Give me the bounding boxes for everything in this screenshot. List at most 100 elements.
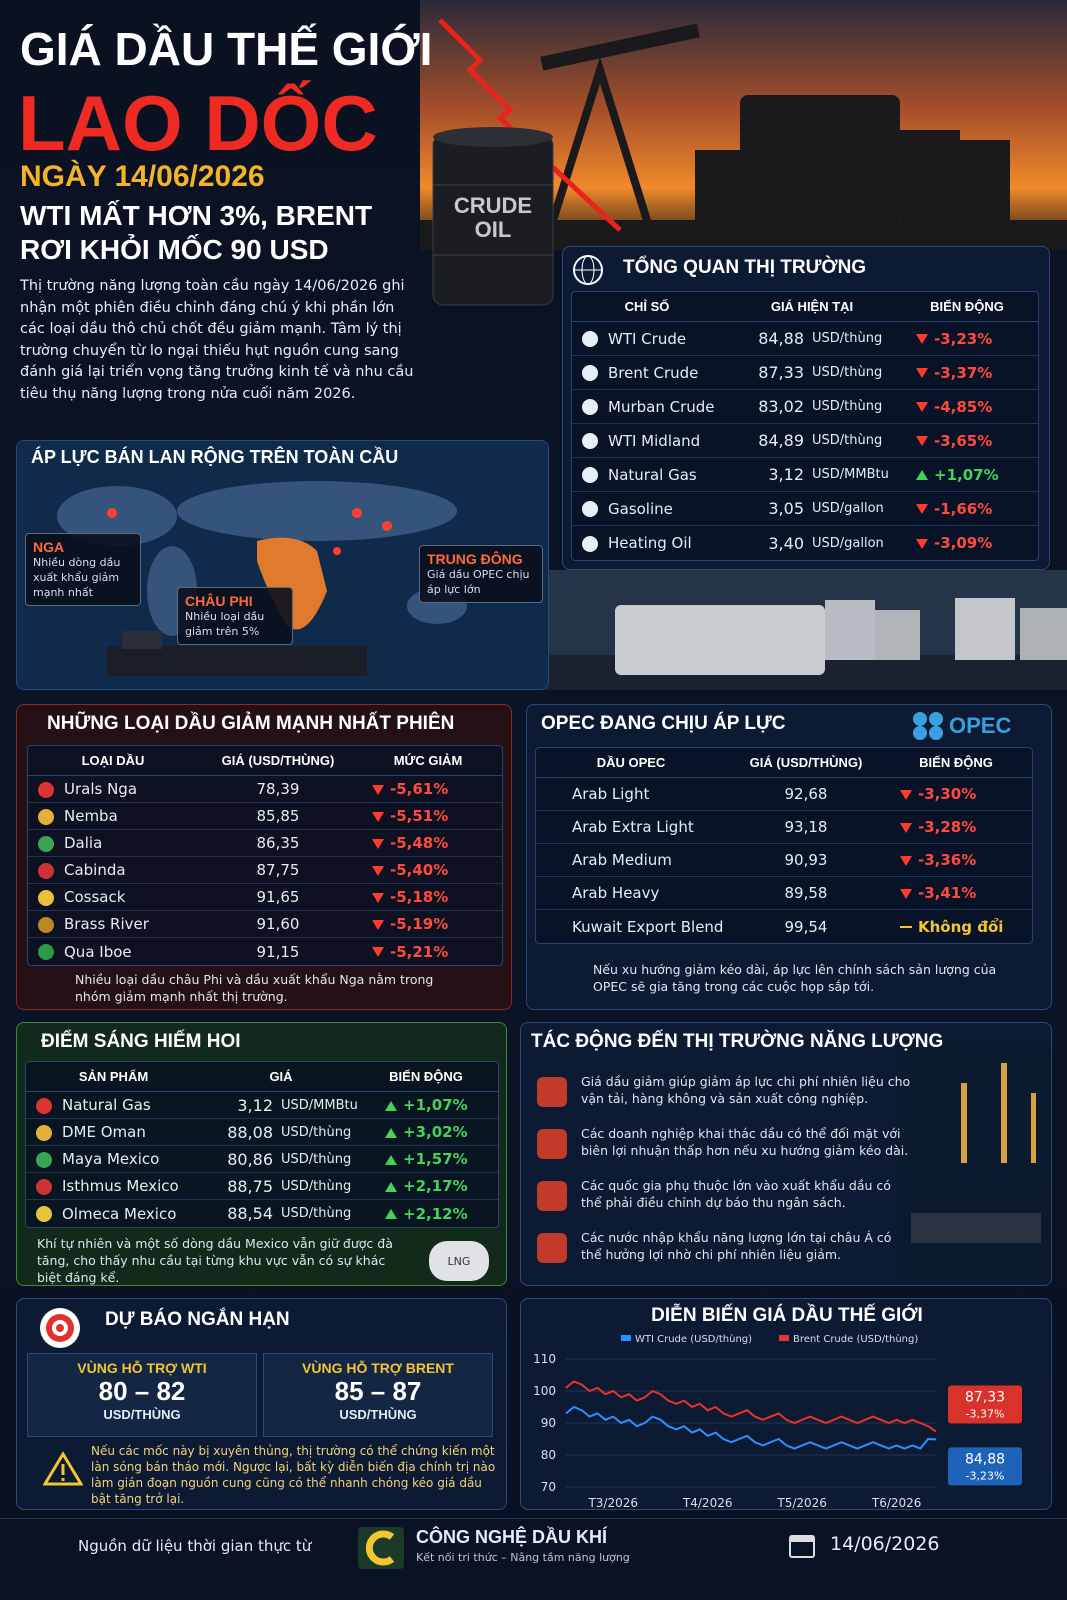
calendar-icon [789,1535,815,1558]
change-value: -5,40% [390,861,449,879]
support-box: VÙNG HỖ TRỢ WTI 80 – 82 USD/THÙNG [27,1353,257,1437]
row-name: Qua Iboe [64,942,132,961]
row-name: Arab Heavy [572,884,660,902]
tank-label: LNG [448,1255,471,1268]
name-cell: Gasoline [572,500,722,518]
barrel: CRUDE OIL [432,127,554,306]
warning-icon [43,1451,83,1486]
impact-icon [537,1129,567,1159]
change-value: -3,41% [918,884,977,902]
y-tick-label: 70 [541,1480,556,1494]
column-header: BIẾN ĐỘNG [389,1069,463,1084]
change-cell: -4,85% [902,398,1032,416]
globe-icon [573,255,603,285]
impact-icon [537,1077,567,1107]
change-cell: -3,09% [902,534,1032,552]
name-cell: Qua Iboe [28,943,198,961]
row-name: Maya Mexico [62,1150,160,1168]
name-cell: Nemba [28,807,198,825]
tank-photo [545,570,1067,690]
callout-title: TRUNG ĐÔNG [427,551,523,567]
change-cell: -3,23% [902,330,1032,348]
price-cell: 85,85 [256,807,300,825]
change-cell: +1,57% [371,1150,491,1168]
name-cell: Maya Mexico [26,1150,201,1168]
footer-date: 14/06/2026 [830,1533,940,1555]
row-name: Brass River [64,915,149,933]
trend-arrow [916,436,928,446]
panel-note: Nhiều loại dầu châu Phi và dầu xuất khẩu… [75,972,434,1004]
support-unit: USD/THÙNG [103,1407,181,1422]
row-name: Gasoline [608,499,673,518]
x-tick-label: T5/2026 [776,1496,827,1510]
row-name: Arab Extra Light [572,818,694,836]
trend-arrow [385,1209,397,1219]
change-value: +2,17% [403,1177,468,1195]
title-line1: GIÁ DẦU THẾ GIỚI [20,23,433,75]
row-name: Cossack [64,888,126,906]
unit-cell: USD/thùng [812,331,883,346]
trend-arrow [372,947,384,957]
panel-title: TỔNG QUAN THỊ TRƯỜNG [623,257,867,278]
trend-arrow [385,1181,397,1192]
row-icon [582,501,598,517]
trend-arrow [372,865,384,876]
end-change-label: -3,23% [966,1469,1005,1482]
column-header: CHỈ SỐ [624,299,670,314]
name-cell: Dalia [28,834,198,852]
name-cell: Kuwait Export Blend [536,918,726,936]
row-icon [38,808,54,825]
support-box: VÙNG HỖ TRỢ BRENT 85 – 87 USD/THÙNG [263,1353,493,1437]
row-icon [582,399,598,415]
y-tick-label: 80 [541,1448,556,1462]
trend-arrow [385,1127,397,1138]
change-value: -3,37% [934,363,993,382]
impact-icon [537,1181,567,1211]
support-range: 85 – 87 [334,1376,422,1406]
change-value: -4,85% [934,397,993,416]
change-cell: -5,61% [358,780,498,798]
support-label: VÙNG HỖ TRỢ BRENT [302,1360,454,1376]
footer-tagline: Kết nối tri thức – Nâng tầm năng lượng [416,1551,630,1564]
unit-cell: USD/thùng [281,1178,352,1194]
end-label-box [948,1385,1022,1424]
chart-panel: DIỄN BIẾN GIÁ DẦU THẾ GIỚI 70 80 90 100 110 T… [520,1298,1052,1510]
change-cell: -5,18% [358,888,498,906]
change-value: -5,61% [390,780,449,798]
change-value: -3,65% [934,431,993,450]
table-row: Maya Mexico 80,86 USD/thùng +1,57% [26,1146,498,1173]
bright-panel: ĐIỂM SÁNG HIẾM HOI LNG SẢN PHẨM GIÁ BIẾN Đ… [16,1022,507,1286]
row-icon [582,331,598,347]
trend-arrow [916,504,928,514]
panel-note: Nếu xu hướng giảm kéo dài, áp lực lên ch… [593,962,997,994]
row-icon [38,781,54,798]
impact-item: Giá dầu giảm giúp giảm áp lực chi phí nh… [581,1074,911,1106]
change-cell: -3,65% [902,432,1032,450]
overview-panel: TỔNG QUAN THỊ TRƯỜNG CHỈ SỐ GIÁ HIỆN TẠI B… [562,246,1050,570]
table-row: Cabinda 87,75 -5,40% [28,857,502,884]
table-row: WTI Crude 84,88 USD/thùng -3,23% [572,322,1038,356]
row-icon [36,1178,52,1195]
price-cell: 3,12 [768,465,804,484]
panel-note: Khí tự nhiên và một số dòng dầu Mexico v… [37,1236,393,1285]
change-cell: -1,66% [902,500,1032,518]
name-cell: Arab Medium [536,851,726,869]
price-cell: 91,60 [256,915,300,933]
x-tick-label: T6/2026 [871,1496,922,1510]
map-callout: TRUNG ĐÔNG Giá dầu OPEC chịu áp lực lớn [419,545,543,603]
change-cell: -3,30% [886,785,1026,803]
column-header: DẦU OPEC [596,755,666,770]
unit-cell: USD/thùng [812,365,883,380]
unit-cell: USD/gallon [812,501,884,516]
row-name: Urals Nga [64,780,138,798]
row-icon [582,433,598,449]
row-name: Cabinda [64,861,126,879]
table-header: LOẠI DẦU GIÁ (USD/THÙNG) MỨC GIẢM [28,746,502,776]
row-name: Olmeca Mexico [62,1204,177,1223]
subtitle: RƠI KHỎI MỐC 90 USD [20,234,329,265]
name-cell: Brass River [28,915,198,933]
callout-text: Giá dầu OPEC chịu áp lực lớn [427,568,530,596]
row-icon [546,820,562,836]
panel-title: TÁC ĐỘNG ĐẾN THỊ TRƯỜNG NĂNG LƯỢNG [531,1031,944,1052]
map-callout: NGA Nhiều dòng dầu xuất khẩu giảm mạnh nh… [25,533,141,606]
